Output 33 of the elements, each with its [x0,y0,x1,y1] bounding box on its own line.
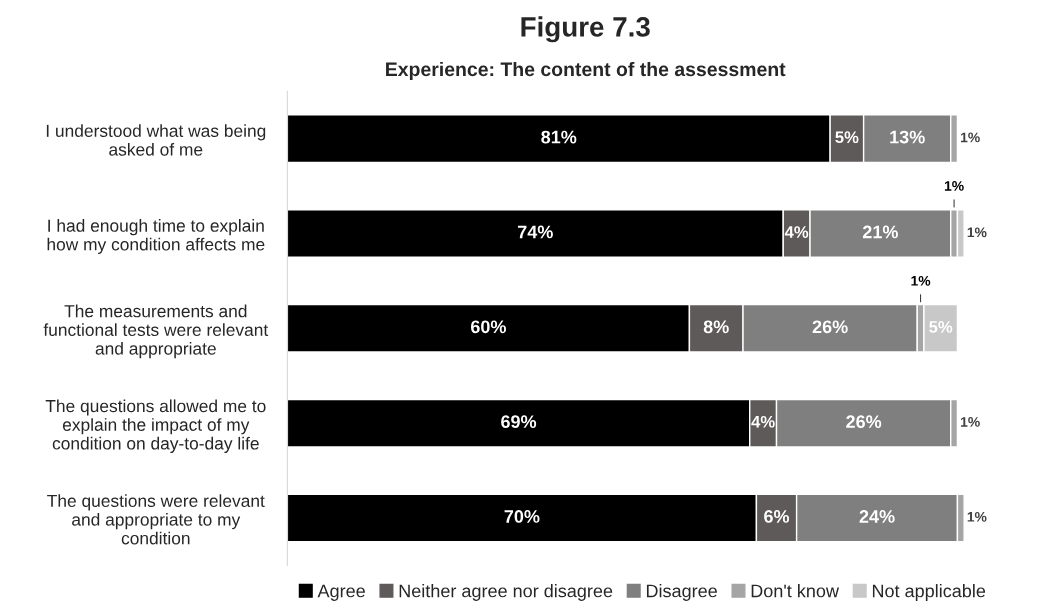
legend-label: Agree [317,584,365,601]
chart-title: Figure 7.3 [521,16,650,43]
data-label: 5% [835,131,859,144]
data-label: 4% [751,415,775,428]
y-tick-label: The measurements and functional tests were relevant and appropriate [43,304,269,359]
data-label: 1% [911,275,931,286]
y-tick-label: The questions were relevant and appropriate to my condition [47,494,265,545]
data-label: 21% [862,225,898,239]
y-tick-label: I understood what was being asked of me [46,124,266,156]
data-label: 26% [812,320,848,334]
data-label: 24% [859,510,895,523]
data-label: 1% [960,132,980,143]
y-tick-label: The questions allowed me to explain the impact of my condition on day-to-day life [45,399,266,454]
data-label: 4% [784,226,809,238]
data-label: 81% [541,130,577,144]
data-label: 13% [890,130,925,144]
legend-label: Neither agree nor disagree [399,584,613,601]
data-label: 8% [703,320,729,334]
y-tick-label: I had enough time to explain how my condition affects me [47,219,265,254]
data-label: 6% [764,510,790,523]
data-label: 26% [846,415,882,429]
data-label: 74% [518,225,553,239]
data-label: 69% [501,415,537,429]
chart-subtitle: Experience: The content of the assessment [386,61,786,81]
data-label: 60% [470,320,506,334]
data-label: 1% [967,511,987,522]
legend-label: Don't know [751,584,840,598]
data-label: 70% [504,510,540,523]
data-label: 1% [960,417,980,427]
data-label: 1% [967,227,987,238]
data-label: 1% [944,181,964,191]
legend-label: Not applicable [872,584,986,601]
legend-label: Disagree [646,584,717,601]
